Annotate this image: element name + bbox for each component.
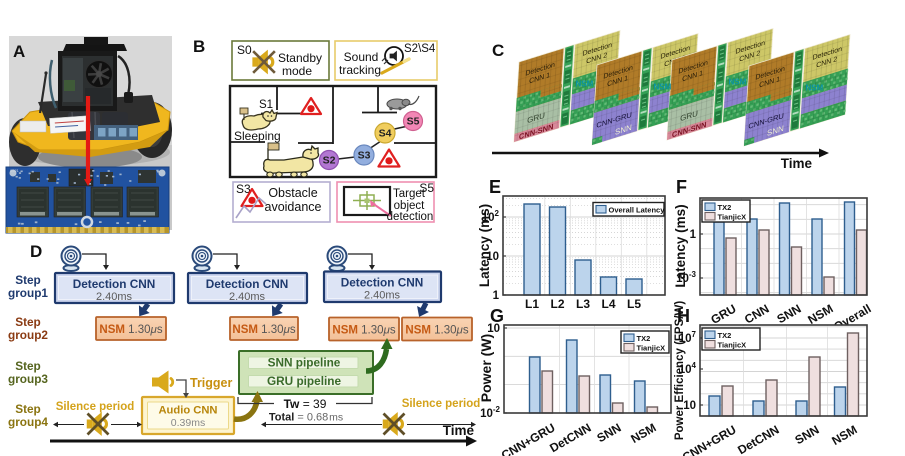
svg-text:NSM 1.30μs: NSM 1.30μs xyxy=(405,325,468,337)
svg-text:TX2: TX2 xyxy=(637,334,651,343)
svg-text:10: 10 xyxy=(683,400,696,412)
svg-text:TianjicX: TianjicX xyxy=(718,213,747,222)
svg-text:D: D xyxy=(30,242,42,261)
svg-text:Latency (ms): Latency (ms) xyxy=(673,204,688,287)
svg-text:S3: S3 xyxy=(358,150,371,162)
svg-text:S0: S0 xyxy=(237,43,252,57)
svg-text:NSM 1.30μs: NSM 1.30μs xyxy=(232,324,295,336)
svg-text:Total = 0.68 ms: Total = 0.68 ms xyxy=(269,412,343,424)
svg-text:Latency (ms): Latency (ms) xyxy=(477,204,492,287)
svg-text:Target: Target xyxy=(393,188,426,200)
svg-text:detection: detection xyxy=(387,211,434,223)
svg-text:A: A xyxy=(13,42,25,61)
svg-text:NSM: NSM xyxy=(729,78,747,87)
svg-text:Overall Latency: Overall Latency xyxy=(609,206,666,215)
svg-text:F: F xyxy=(676,177,687,197)
svg-text:Time: Time xyxy=(443,423,475,438)
svg-text:object: object xyxy=(394,200,425,212)
svg-text:L2: L2 xyxy=(550,297,564,311)
svg-text:S4: S4 xyxy=(379,128,392,140)
svg-text:1: 1 xyxy=(690,229,697,241)
svg-text:group2: group2 xyxy=(8,328,48,342)
svg-text:SNN pipeline: SNN pipeline xyxy=(268,356,341,370)
svg-text:Step: Step xyxy=(15,315,41,329)
svg-text:NSM: NSM xyxy=(576,80,594,89)
svg-text:S2: S2 xyxy=(323,155,336,167)
svg-text:Audio CNN: Audio CNN xyxy=(158,405,217,417)
svg-text:2.40ms: 2.40ms xyxy=(229,291,266,303)
svg-text:Power Efficiency (FPS/W): Power Efficiency (FPS/W) xyxy=(674,301,686,440)
svg-text:Standby: Standby xyxy=(278,51,322,65)
svg-text:G: G xyxy=(490,306,504,326)
svg-text:S1: S1 xyxy=(259,99,273,111)
svg-text:B: B xyxy=(193,37,205,56)
svg-text:Power (W): Power (W) xyxy=(478,334,494,402)
svg-text:2.40ms: 2.40ms xyxy=(96,291,133,303)
svg-text:Trigger: Trigger xyxy=(190,376,233,390)
svg-text:avoidance: avoidance xyxy=(265,200,322,214)
svg-text:H: H xyxy=(677,306,690,326)
svg-text:Detection CNN: Detection CNN xyxy=(73,277,156,291)
svg-text:TianjicX: TianjicX xyxy=(718,341,747,350)
svg-text:group4: group4 xyxy=(8,415,48,429)
svg-text:Sound: Sound xyxy=(344,50,379,64)
svg-text:NSM: NSM xyxy=(806,84,824,93)
svg-text:S5: S5 xyxy=(419,181,434,195)
svg-text:L1: L1 xyxy=(525,297,539,311)
svg-text:TianjicX: TianjicX xyxy=(637,344,666,353)
svg-text:0521: 0521 xyxy=(10,168,20,173)
svg-text:Silence period: Silence period xyxy=(56,401,135,413)
svg-text:S2\S4: S2\S4 xyxy=(404,43,436,55)
svg-text:2.40ms: 2.40ms xyxy=(364,290,401,302)
svg-text:group3: group3 xyxy=(8,372,48,386)
svg-text:10: 10 xyxy=(487,323,500,335)
svg-text:Step: Step xyxy=(15,402,41,416)
svg-text:L5: L5 xyxy=(627,297,641,311)
svg-text:GRU pipeline: GRU pipeline xyxy=(267,374,342,388)
svg-text:10: 10 xyxy=(486,251,499,263)
svg-text:Detection CNN: Detection CNN xyxy=(206,277,289,291)
svg-text:NSM 1.30μs: NSM 1.30μs xyxy=(332,325,395,337)
svg-text:group1: group1 xyxy=(8,286,48,300)
svg-text:Step: Step xyxy=(15,359,41,373)
svg-text:NSM: NSM xyxy=(654,83,672,92)
svg-text:Detection CNN: Detection CNN xyxy=(341,276,424,290)
svg-text:Tw = 39: Tw = 39 xyxy=(284,397,327,411)
svg-text:S3: S3 xyxy=(236,182,251,196)
svg-text:0.39ms: 0.39ms xyxy=(171,417,205,429)
svg-text:1: 1 xyxy=(493,290,500,302)
svg-text:C: C xyxy=(492,41,504,60)
svg-text:L4: L4 xyxy=(601,297,615,311)
svg-text:NSM 1.30μs: NSM 1.30μs xyxy=(99,324,162,336)
svg-text:mode: mode xyxy=(282,64,312,78)
svg-text:Obstacle: Obstacle xyxy=(268,186,317,200)
svg-text:tracking: tracking xyxy=(339,63,381,77)
svg-text:Time: Time xyxy=(781,156,813,171)
svg-text:E: E xyxy=(489,177,501,197)
svg-text:L3: L3 xyxy=(576,297,590,311)
svg-text:Step: Step xyxy=(15,273,41,287)
svg-text:TX2: TX2 xyxy=(718,203,732,212)
svg-text:Silence period: Silence period xyxy=(402,398,481,410)
svg-text:TX2: TX2 xyxy=(718,331,732,340)
svg-text:Sleeping: Sleeping xyxy=(234,129,281,143)
svg-text:S5: S5 xyxy=(407,116,420,128)
